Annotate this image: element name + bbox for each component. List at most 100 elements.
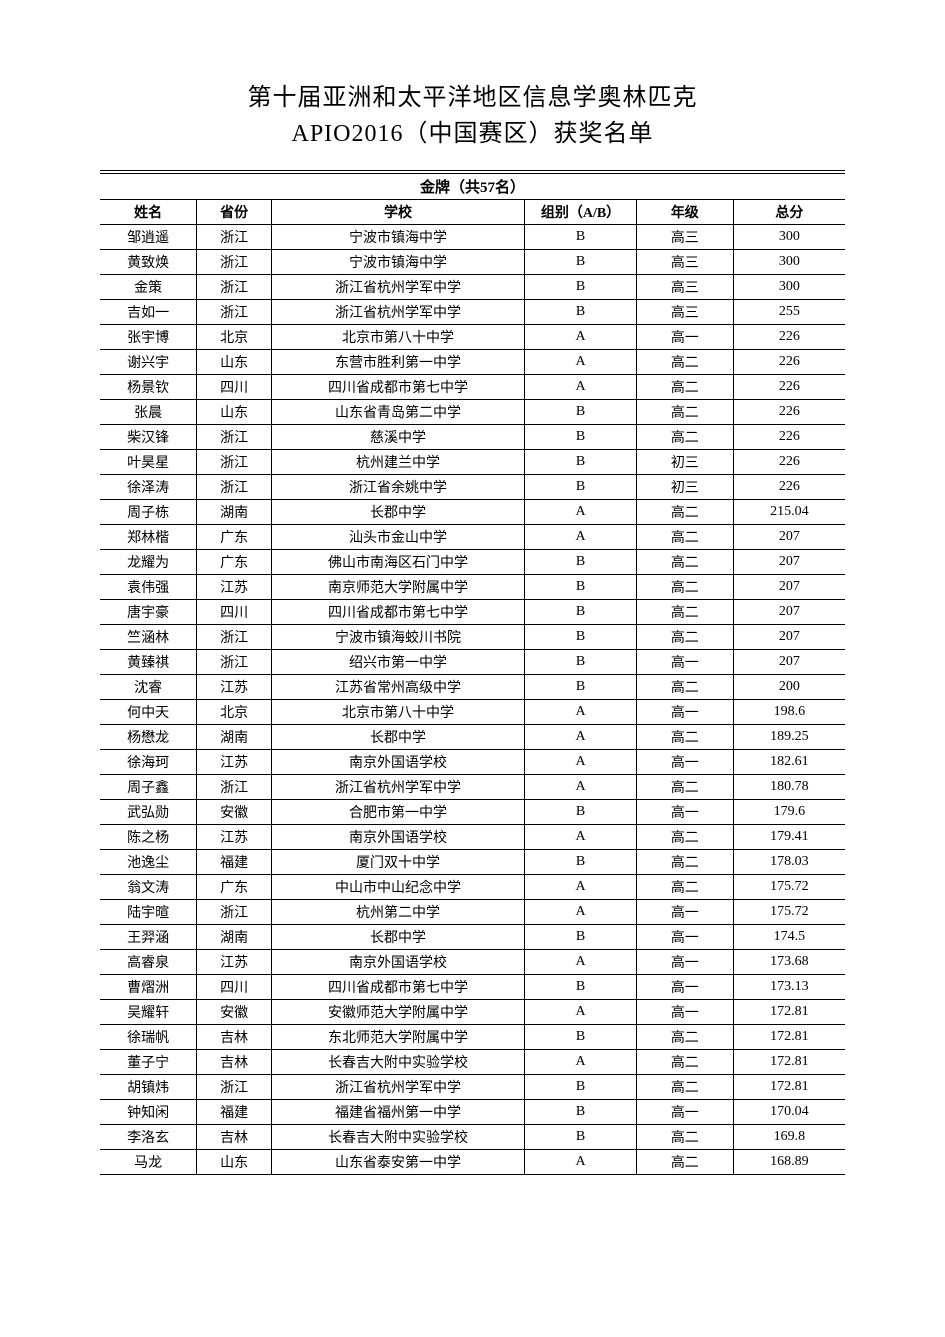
col-province: 省份 [197,200,272,225]
table-row: 唐宇豪四川四川省成都市第七中学B高二207 [100,600,845,625]
cell-group: B [525,475,637,500]
table-row: 黄臻祺浙江绍兴市第一中学B高一207 [100,650,845,675]
cell-group: B [525,800,637,825]
cell-grade: 高一 [636,1000,733,1025]
cell-name: 杨懋龙 [100,725,197,750]
cell-name: 徐海珂 [100,750,197,775]
cell-score: 179.41 [733,825,845,850]
cell-group: B [525,1025,637,1050]
cell-name: 徐泽涛 [100,475,197,500]
cell-province: 江苏 [197,675,272,700]
cell-province: 四川 [197,975,272,1000]
cell-province: 浙江 [197,900,272,925]
cell-school: 四川省成都市第七中学 [271,975,524,1000]
cell-province: 吉林 [197,1125,272,1150]
table-row: 翁文涛广东中山市中山纪念中学A高二175.72 [100,875,845,900]
cell-group: A [525,875,637,900]
cell-school: 浙江省杭州学军中学 [271,775,524,800]
cell-province: 广东 [197,875,272,900]
cell-score: 175.72 [733,875,845,900]
cell-school: 东北师范大学附属中学 [271,1025,524,1050]
cell-province: 北京 [197,325,272,350]
cell-province: 福建 [197,1100,272,1125]
table-row: 邹逍遥浙江宁波市镇海中学B高三300 [100,225,845,250]
cell-group: A [525,350,637,375]
cell-school: 南京外国语学校 [271,825,524,850]
cell-score: 207 [733,550,845,575]
table-row: 龙耀为广东佛山市南海区石门中学B高二207 [100,550,845,575]
cell-name: 徐瑞帆 [100,1025,197,1050]
cell-grade: 高三 [636,275,733,300]
cell-score: 174.5 [733,925,845,950]
cell-province: 浙江 [197,450,272,475]
cell-name: 竺涵林 [100,625,197,650]
cell-name: 唐宇豪 [100,600,197,625]
cell-grade: 高二 [636,725,733,750]
col-school: 学校 [271,200,524,225]
cell-school: 北京市第八十中学 [271,700,524,725]
cell-province: 浙江 [197,1075,272,1100]
cell-name: 何中天 [100,700,197,725]
cell-group: A [525,950,637,975]
cell-school: 北京市第八十中学 [271,325,524,350]
cell-name: 陆宇暄 [100,900,197,925]
cell-province: 浙江 [197,650,272,675]
cell-grade: 高二 [636,875,733,900]
cell-province: 安徽 [197,800,272,825]
cell-group: A [525,775,637,800]
table-row: 董子宁吉林长春吉大附中实验学校A高二172.81 [100,1050,845,1075]
table-row: 陈之杨江苏南京外国语学校A高二179.41 [100,825,845,850]
cell-score: 226 [733,375,845,400]
cell-group: A [525,750,637,775]
cell-name: 武弘勋 [100,800,197,825]
cell-school: 南京师范大学附属中学 [271,575,524,600]
cell-province: 浙江 [197,625,272,650]
cell-school: 东营市胜利第一中学 [271,350,524,375]
cell-score: 226 [733,425,845,450]
cell-grade: 高三 [636,300,733,325]
cell-score: 200 [733,675,845,700]
col-score: 总分 [733,200,845,225]
cell-group: B [525,650,637,675]
table-row: 黄致焕浙江宁波市镇海中学B高三300 [100,250,845,275]
cell-school: 浙江省杭州学军中学 [271,1075,524,1100]
cell-group: B [525,1100,637,1125]
cell-name: 张晨 [100,400,197,425]
cell-name: 周子鑫 [100,775,197,800]
cell-score: 182.61 [733,750,845,775]
cell-province: 四川 [197,600,272,625]
cell-name: 邹逍遥 [100,225,197,250]
cell-province: 北京 [197,700,272,725]
cell-score: 172.81 [733,1025,845,1050]
awards-table-container: 金牌（共57名） 姓名 省份 学校 组别（A/B） 年级 总分 邹逍遥浙江宁波市… [100,170,845,1175]
cell-score: 207 [733,650,845,675]
cell-grade: 高二 [636,425,733,450]
cell-group: B [525,275,637,300]
cell-province: 浙江 [197,300,272,325]
cell-grade: 高一 [636,950,733,975]
cell-group: A [525,375,637,400]
cell-name: 金策 [100,275,197,300]
cell-province: 福建 [197,850,272,875]
cell-name: 杨景钦 [100,375,197,400]
cell-school: 长郡中学 [271,500,524,525]
cell-name: 黄臻祺 [100,650,197,675]
cell-school: 佛山市南海区石门中学 [271,550,524,575]
cell-grade: 高三 [636,250,733,275]
cell-school: 慈溪中学 [271,425,524,450]
cell-group: B [525,600,637,625]
cell-school: 长郡中学 [271,725,524,750]
cell-name: 池逸尘 [100,850,197,875]
cell-name: 郑林楷 [100,525,197,550]
cell-school: 长春吉大附中实验学校 [271,1050,524,1075]
table-row: 王羿涵湖南长郡中学B高一174.5 [100,925,845,950]
cell-score: 300 [733,275,845,300]
cell-score: 207 [733,575,845,600]
cell-grade: 高一 [636,975,733,1000]
cell-grade: 高二 [636,375,733,400]
table-row: 张晨山东山东省青岛第二中学B高二226 [100,400,845,425]
cell-group: B [525,925,637,950]
table-row: 吉如一浙江浙江省杭州学军中学B高三255 [100,300,845,325]
cell-school: 长春吉大附中实验学校 [271,1125,524,1150]
cell-province: 广东 [197,525,272,550]
